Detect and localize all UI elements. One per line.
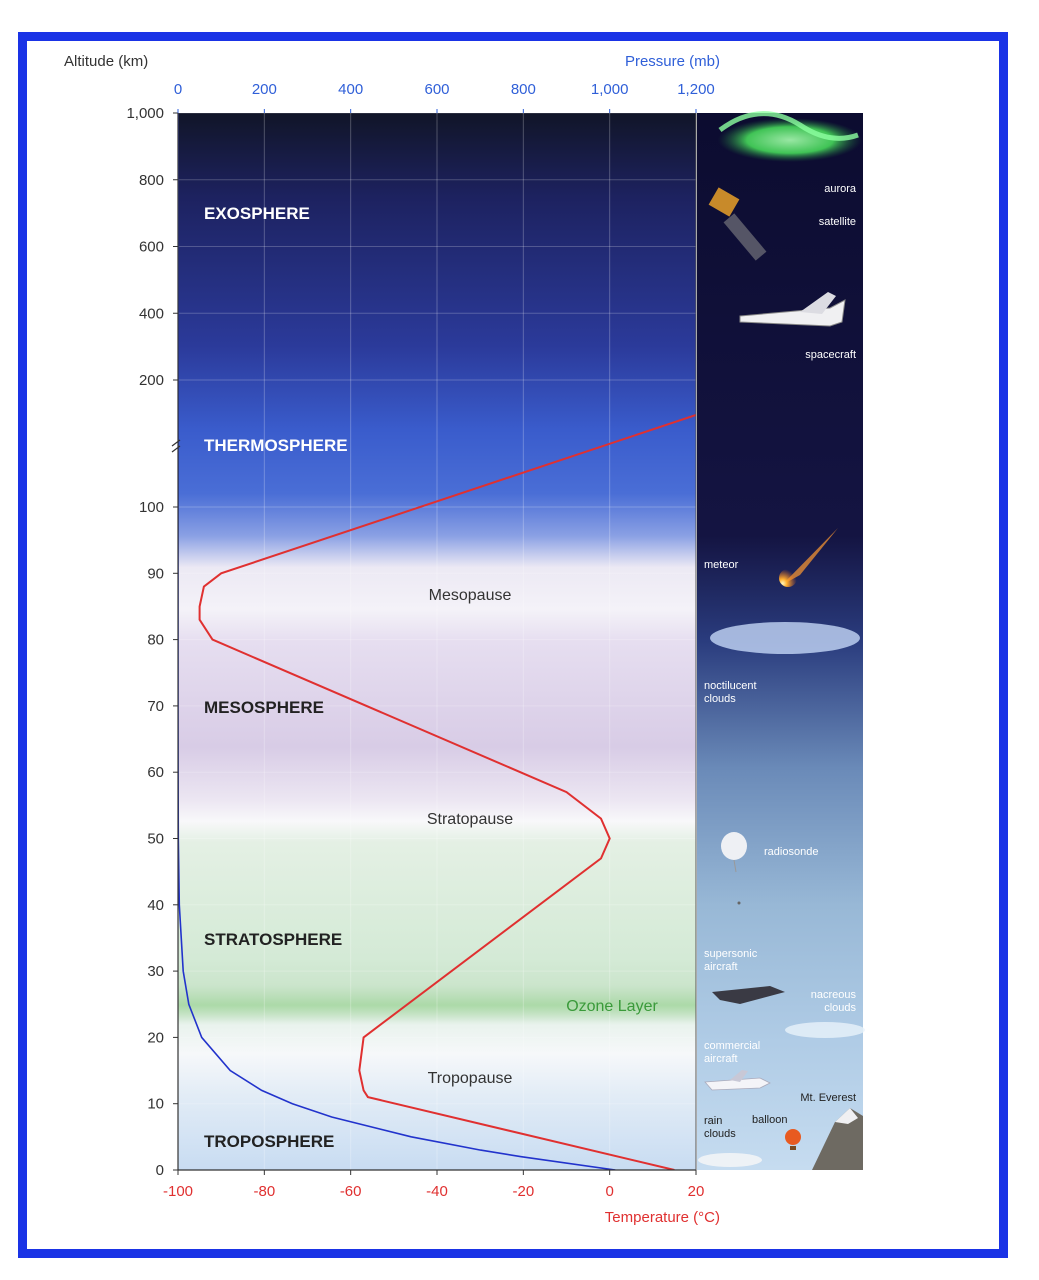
- temperature-tick-label: -100: [163, 1183, 193, 1200]
- balloon-label: balloon: [752, 1114, 787, 1126]
- tropopause-label: Tropopause: [428, 1070, 513, 1087]
- spacecraft-label: spacecraft: [805, 349, 856, 361]
- aurora-icon: [718, 118, 862, 162]
- pressure-tick-label: 800: [511, 81, 536, 98]
- nacreous-label-1: nacreous: [811, 989, 857, 1001]
- supersonic-label-1: supersonic: [704, 948, 758, 960]
- layer-label-mesosphere: MESOSPHERE: [204, 698, 324, 717]
- stratopause-label: Stratopause: [427, 811, 513, 828]
- pressure-tick-label: 600: [424, 81, 449, 98]
- altitude-tick-label: 0: [156, 1162, 164, 1179]
- altitude-tick-label: 40: [147, 897, 164, 914]
- pressure-tick-label: 1,000: [591, 81, 629, 98]
- spacecraft-icon: [739, 292, 846, 327]
- supersonic-aircraft-icon: [712, 986, 785, 1004]
- pressure-tick-label: 0: [174, 81, 182, 98]
- commercial-aircraft-icon: [704, 1070, 771, 1091]
- altitude-tick-label: 800: [139, 172, 164, 189]
- mt-everest-snow-icon: [835, 1108, 858, 1124]
- temperature-tick-label: -40: [426, 1183, 448, 1200]
- layer-label-stratosphere: STRATOSPHERE: [204, 930, 342, 949]
- pressure-axis-title: Pressure (mb): [625, 53, 720, 70]
- temperature-tick-label: -80: [253, 1183, 275, 1200]
- layer-label-troposphere: TROPOSPHERE: [204, 1132, 334, 1151]
- temperature-tick-label: 0: [605, 1183, 613, 1200]
- altitude-tick-label: 600: [139, 239, 164, 256]
- temperature-axis-title: Temperature (°C): [605, 1209, 720, 1226]
- nacreous-clouds-icon: [785, 1022, 865, 1038]
- meteor-icon: [779, 528, 838, 587]
- radiosonde-icon: [721, 832, 747, 905]
- temperature-tick-label: -20: [512, 1183, 534, 1200]
- balloon-icon: [785, 1129, 801, 1150]
- noctilucent-clouds-icon: [710, 622, 860, 654]
- altitude-tick-label: 400: [139, 305, 164, 322]
- aurora-label: aurora: [824, 183, 857, 195]
- altitude-tick-label: 50: [147, 831, 164, 848]
- noctilucent-label-1: noctilucent: [704, 680, 757, 692]
- radiosonde-label: radiosonde: [764, 846, 818, 858]
- altitude-tick-label: 20: [147, 1029, 164, 1046]
- altitude-tick-label: 100: [139, 499, 164, 516]
- altitude-axis-title: Altitude (km): [64, 53, 148, 70]
- layer-label-thermosphere: THERMOSPHERE: [204, 436, 348, 455]
- layer-label-exosphere: EXOSPHERE: [204, 204, 310, 223]
- altitude-tick-label: 70: [147, 698, 164, 715]
- commercial-label-2: aircraft: [704, 1053, 738, 1065]
- altitude-tick-label: 90: [147, 565, 164, 582]
- axis-break-mark: [171, 439, 181, 453]
- altitude-tick-label: 1,000: [126, 105, 164, 122]
- noctilucent-label-2: clouds: [704, 693, 736, 705]
- pressure-tick-label: 400: [338, 81, 363, 98]
- satellite-label: satellite: [819, 216, 856, 228]
- pressure-curve: [178, 113, 616, 1170]
- supersonic-label-2: aircraft: [704, 961, 738, 973]
- temperature-tick-label: 20: [688, 1183, 705, 1200]
- ozone-layer-label: Ozone Layer: [566, 998, 658, 1015]
- pressure-tick-label: 200: [252, 81, 277, 98]
- altitude-tick-label: 200: [139, 372, 164, 389]
- commercial-label-1: commercial: [704, 1040, 760, 1052]
- nacreous-label-2: clouds: [824, 1002, 856, 1014]
- pressure-tick-label: 1,200: [677, 81, 715, 98]
- rain-label-1: rain: [704, 1115, 722, 1127]
- mt-everest-icon: [812, 1108, 863, 1170]
- temperature-tick-label: -60: [340, 1183, 362, 1200]
- aurora-swirl-icon: [718, 111, 859, 141]
- ozone-band: [178, 985, 696, 1025]
- rain-clouds-icon: [698, 1153, 762, 1167]
- altitude-tick-label: 30: [147, 963, 164, 980]
- rain-label-2: clouds: [704, 1128, 736, 1140]
- altitude-tick-label: 10: [147, 1096, 164, 1113]
- meteor-label: meteor: [704, 559, 739, 571]
- temperature-curve: [198, 414, 696, 1170]
- satellite-icon: [708, 187, 767, 261]
- object-labels: aurora satellite spacecraft meteor nocti…: [704, 183, 857, 1140]
- everest-label: Mt. Everest: [800, 1092, 856, 1104]
- altitude-tick-label: 60: [147, 764, 164, 781]
- altitude-tick-label: 80: [147, 632, 164, 649]
- objects-illustrations: [698, 111, 865, 1170]
- mesopause-label: Mesopause: [429, 587, 512, 604]
